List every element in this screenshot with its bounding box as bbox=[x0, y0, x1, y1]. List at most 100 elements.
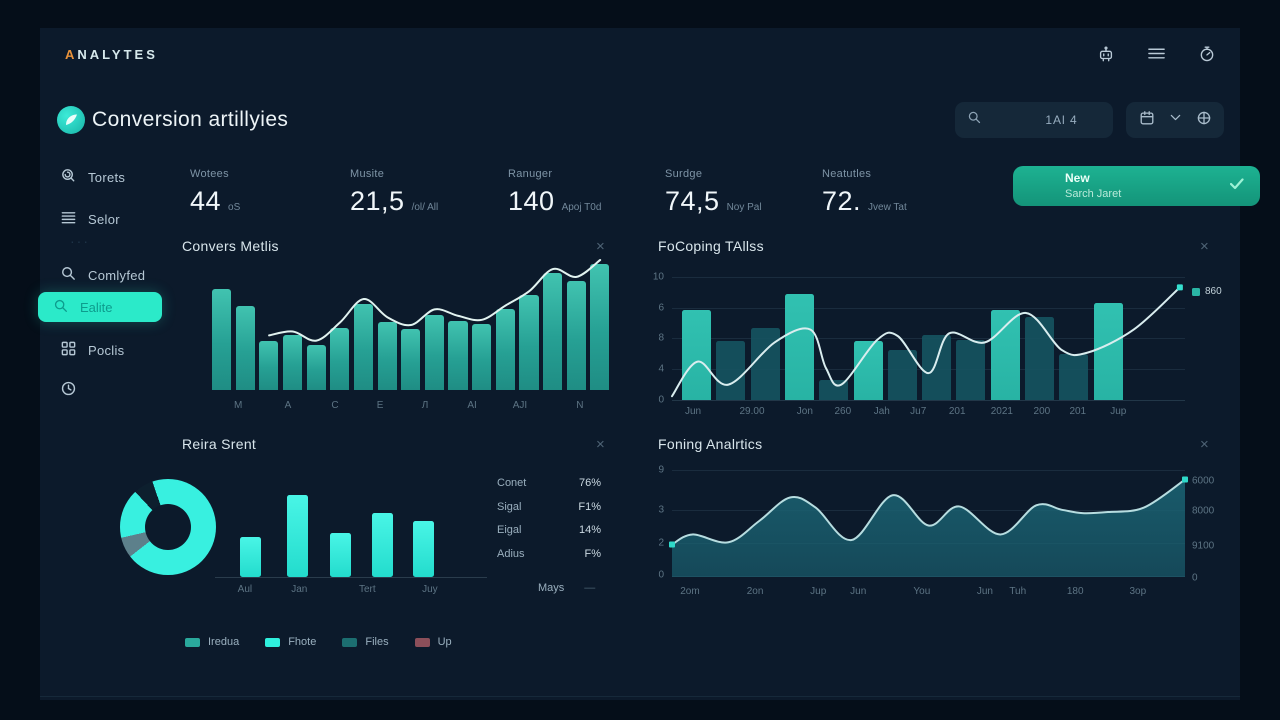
kpi-value: 72. bbox=[822, 186, 862, 216]
axis-x-label: Juy bbox=[422, 584, 438, 595]
search-icon bbox=[967, 110, 982, 130]
chart4-right-ticks: 6000 8000 9100 0 bbox=[1192, 465, 1236, 584]
calendar-icon[interactable] bbox=[1139, 110, 1155, 131]
stat-row: Sigal F1% bbox=[497, 501, 601, 525]
sidebar-item-poclis[interactable]: Poclis bbox=[60, 340, 124, 360]
bar bbox=[306, 344, 326, 390]
kpi-suffix: Apoj T0d bbox=[561, 202, 602, 213]
axis-x-label: Tuh bbox=[1009, 586, 1027, 597]
axis-y-label: 0 bbox=[658, 394, 664, 406]
axis-y-label: 6000 bbox=[1192, 475, 1215, 487]
search-icon bbox=[53, 298, 69, 317]
bar bbox=[372, 513, 393, 577]
axis-y-label: 9100 bbox=[1192, 540, 1215, 552]
axis-y-label: 4 bbox=[658, 363, 664, 375]
stats-list: Conet 76% Sigal F1% Eigal 14% Adius F% bbox=[497, 477, 601, 571]
chart3-xlabels: Aul Jan Tert Juy bbox=[215, 584, 487, 598]
kpi-value: 140 bbox=[508, 186, 555, 216]
kpi-5: Neatutles 72. Jvew Tat bbox=[822, 168, 907, 217]
stat-row: Conet 76% bbox=[497, 477, 601, 501]
kpi-value: 21,5 bbox=[350, 186, 405, 216]
legend-item[interactable]: Fhote bbox=[265, 636, 316, 648]
stopwatch-icon[interactable] bbox=[1198, 45, 1216, 68]
axis-y-label: 10 bbox=[652, 271, 664, 283]
sidebar-item-ealite-active[interactable]: Ealite bbox=[38, 292, 162, 322]
globe-icon[interactable] bbox=[1196, 110, 1212, 131]
axis-x-label: C bbox=[331, 400, 339, 411]
sidebar-item-torets[interactable]: Torets bbox=[60, 167, 125, 187]
kpi-value: 74,5 bbox=[665, 186, 720, 216]
kpi-label: Wotees bbox=[190, 168, 229, 180]
legend-item[interactable]: Iredua bbox=[185, 636, 239, 648]
axis-y-label: 0 bbox=[1192, 572, 1198, 584]
axis-x-label: 2om bbox=[680, 586, 700, 597]
toolbar-icon-group bbox=[1126, 102, 1224, 138]
chevron-down-icon[interactable] bbox=[1168, 110, 1183, 130]
line-overlay bbox=[671, 284, 1183, 398]
kpi-label: Neatutles bbox=[822, 168, 872, 180]
bar bbox=[212, 288, 232, 390]
legend-label: Files bbox=[365, 636, 389, 648]
axis-x-label: A bbox=[284, 400, 292, 411]
kpi-value-row: 72. Jvew Tat bbox=[822, 186, 907, 217]
legend-swatch bbox=[342, 637, 358, 647]
torets-icon bbox=[60, 167, 77, 187]
search-input[interactable] bbox=[982, 112, 1141, 128]
gridline bbox=[672, 400, 1185, 401]
sidebar-item-label: Comlyfed bbox=[88, 267, 146, 283]
app-logo: ANALYTES bbox=[65, 47, 158, 62]
bar bbox=[377, 322, 397, 390]
sidebar-item-selor[interactable]: Selor bbox=[60, 209, 120, 229]
new-button[interactable]: New Sarch Jaret bbox=[1013, 166, 1260, 206]
axis-x-label: 180 bbox=[1066, 586, 1084, 597]
bar bbox=[259, 340, 279, 390]
line-end-marker bbox=[1176, 284, 1183, 291]
clock-icon bbox=[60, 380, 77, 400]
search-box[interactable] bbox=[955, 102, 1141, 138]
axis-x-label: Л bbox=[421, 400, 429, 411]
legend-swatch bbox=[185, 637, 200, 647]
axis-x-label: N bbox=[576, 400, 584, 411]
sidebar-item-history[interactable] bbox=[60, 380, 77, 400]
bar bbox=[353, 304, 374, 390]
stats-footer-label: Mays bbox=[538, 582, 565, 594]
stat-value: F1% bbox=[578, 500, 601, 513]
stat-value: 76% bbox=[578, 477, 601, 489]
legend-item[interactable]: Up bbox=[414, 636, 452, 648]
check-icon bbox=[1229, 177, 1244, 195]
legend-item[interactable]: Files bbox=[342, 636, 389, 648]
panel-title-convers-metlis: Convers Metlis bbox=[182, 238, 279, 254]
close-icon[interactable]: × bbox=[596, 238, 605, 255]
kpi-suffix: Noy Pal bbox=[726, 202, 762, 213]
axis-x-label: Jan bbox=[291, 584, 308, 595]
line-marker bbox=[669, 541, 675, 548]
kpi-suffix: /ol/ All bbox=[411, 202, 439, 213]
stat-label: Adius bbox=[497, 547, 525, 560]
kpi-value: 44 bbox=[190, 186, 222, 216]
chart3-bars bbox=[215, 492, 487, 578]
chart-legend: Iredua Fhote Files Up bbox=[185, 636, 452, 648]
panel-title-focoping-tallss: FoCoping TAllss bbox=[658, 238, 764, 254]
axis-x-label: M bbox=[233, 400, 243, 411]
axis-x-label: Jah bbox=[873, 406, 890, 417]
bar bbox=[1093, 302, 1123, 400]
sidebar-item-comlyfed[interactable]: Comlyfed bbox=[60, 265, 145, 285]
axis-x-label: Tert bbox=[358, 584, 376, 595]
bar bbox=[282, 335, 303, 390]
stat-row: Adius F% bbox=[497, 548, 601, 572]
kpi-suffix: oS bbox=[228, 202, 241, 213]
line-marker bbox=[1182, 476, 1188, 483]
bar bbox=[590, 263, 610, 390]
bar bbox=[448, 321, 468, 390]
close-icon[interactable]: × bbox=[1200, 238, 1209, 255]
close-icon[interactable]: × bbox=[1200, 436, 1209, 453]
bar bbox=[543, 273, 563, 390]
robot-icon[interactable] bbox=[1097, 45, 1115, 68]
bar bbox=[750, 328, 780, 400]
bar bbox=[1059, 353, 1089, 400]
axis-x-label: E bbox=[376, 400, 384, 411]
menu-icon[interactable] bbox=[1147, 44, 1166, 68]
chart2-plot bbox=[671, 272, 1185, 401]
close-icon[interactable]: × bbox=[596, 436, 605, 453]
chart4-left-ticks: 9 3 2 0 bbox=[640, 465, 664, 581]
